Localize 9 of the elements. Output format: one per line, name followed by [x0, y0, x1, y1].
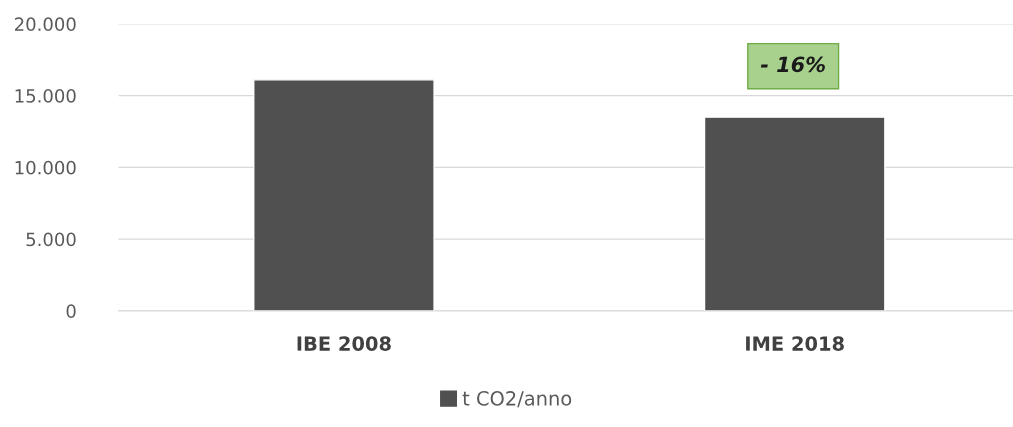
y-tick-label: 5.000: [26, 232, 76, 247]
y-tick-label: 15.000: [15, 89, 76, 103]
y-tick-label: 20.000: [15, 17, 76, 32]
y-tick-label: 10.000: [15, 160, 76, 175]
legend-label: t CO2/anno: [462, 391, 572, 408]
x-tick-label: IME 2018: [746, 336, 844, 351]
x-tick-label: IBE 2008: [297, 336, 391, 351]
y-tick-label: 0: [66, 304, 76, 318]
annotation: - 16%: [760, 56, 825, 73]
